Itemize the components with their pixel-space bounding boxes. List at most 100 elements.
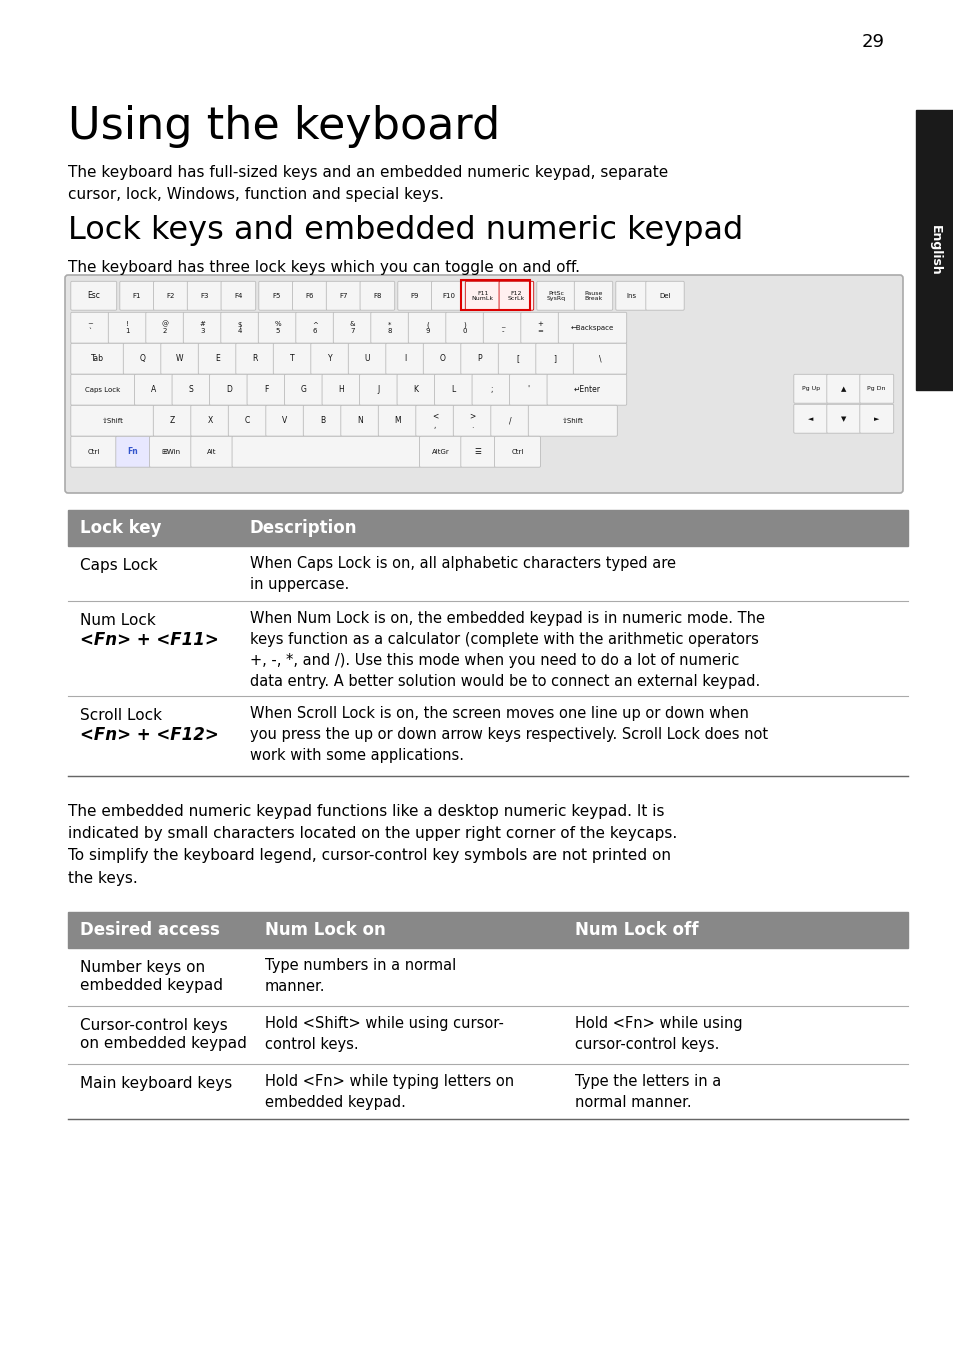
- Text: %
5: % 5: [274, 321, 280, 335]
- FancyBboxPatch shape: [546, 374, 626, 406]
- FancyBboxPatch shape: [472, 374, 510, 406]
- Text: The keyboard has full-sized keys and an embedded numeric keypad, separate
cursor: The keyboard has full-sized keys and an …: [68, 165, 667, 202]
- Text: P: P: [477, 354, 482, 363]
- Text: Pause
Break: Pause Break: [583, 291, 602, 301]
- Text: When Caps Lock is on, all alphabetic characters typed are
in uppercase.: When Caps Lock is on, all alphabetic cha…: [250, 556, 676, 591]
- Text: K: K: [414, 385, 418, 395]
- FancyBboxPatch shape: [494, 436, 540, 467]
- Text: B: B: [319, 417, 325, 425]
- FancyBboxPatch shape: [311, 343, 349, 374]
- Text: Caps Lock: Caps Lock: [80, 557, 157, 572]
- Text: Q: Q: [139, 354, 145, 363]
- Text: Using the keyboard: Using the keyboard: [68, 105, 499, 148]
- Text: [: [: [516, 354, 518, 363]
- Text: When Num Lock is on, the embedded keypad is in numeric mode. The
keys function a: When Num Lock is on, the embedded keypad…: [250, 611, 764, 688]
- Text: Ctrl: Ctrl: [511, 449, 523, 455]
- FancyBboxPatch shape: [497, 343, 537, 374]
- Text: F2: F2: [167, 292, 175, 299]
- Text: Y: Y: [327, 354, 332, 363]
- Text: F4: F4: [233, 292, 242, 299]
- FancyBboxPatch shape: [859, 374, 893, 403]
- Text: on embedded keypad: on embedded keypad: [80, 1035, 247, 1050]
- FancyBboxPatch shape: [520, 313, 558, 343]
- Text: S: S: [189, 385, 193, 395]
- Text: Num Lock: Num Lock: [80, 613, 155, 628]
- Text: Hold <Shift> while using cursor-
control keys.: Hold <Shift> while using cursor- control…: [265, 1016, 503, 1052]
- Text: A: A: [151, 385, 156, 395]
- FancyBboxPatch shape: [187, 281, 222, 310]
- Text: +
=: + =: [537, 321, 542, 335]
- Text: Num Lock on: Num Lock on: [265, 921, 385, 938]
- Text: /: /: [508, 417, 511, 425]
- Text: D: D: [226, 385, 232, 395]
- FancyBboxPatch shape: [826, 374, 860, 403]
- Text: F3: F3: [200, 292, 209, 299]
- FancyBboxPatch shape: [465, 281, 499, 310]
- Text: ↵Enter: ↵Enter: [573, 385, 599, 395]
- Text: When Scroll Lock is on, the screen moves one line up or down when
you press the : When Scroll Lock is on, the screen moves…: [250, 706, 767, 764]
- FancyBboxPatch shape: [558, 313, 626, 343]
- Text: \: \: [598, 354, 600, 363]
- FancyBboxPatch shape: [431, 281, 466, 310]
- FancyBboxPatch shape: [371, 313, 409, 343]
- FancyBboxPatch shape: [71, 374, 135, 406]
- Bar: [68, 510, 907, 546]
- Text: Hold <Fn> while using
cursor-control keys.: Hold <Fn> while using cursor-control key…: [575, 1016, 741, 1052]
- Text: F8: F8: [373, 292, 381, 299]
- FancyBboxPatch shape: [115, 436, 151, 467]
- FancyBboxPatch shape: [247, 374, 285, 406]
- Text: Del: Del: [659, 292, 670, 299]
- Text: L: L: [451, 385, 456, 395]
- Text: !
1: ! 1: [125, 321, 130, 335]
- Text: F9: F9: [411, 292, 419, 299]
- Text: F10: F10: [442, 292, 455, 299]
- Text: Lock key: Lock key: [80, 519, 161, 537]
- FancyBboxPatch shape: [408, 313, 446, 343]
- FancyBboxPatch shape: [859, 404, 893, 433]
- FancyBboxPatch shape: [258, 281, 294, 310]
- FancyBboxPatch shape: [71, 281, 116, 310]
- FancyBboxPatch shape: [419, 436, 461, 467]
- Text: F11
NumLk: F11 NumLk: [471, 291, 493, 301]
- Text: Pg Dn: Pg Dn: [866, 387, 885, 391]
- FancyBboxPatch shape: [273, 343, 312, 374]
- FancyBboxPatch shape: [235, 343, 274, 374]
- FancyBboxPatch shape: [198, 343, 236, 374]
- Text: Ins: Ins: [625, 292, 636, 299]
- Text: &
7: & 7: [350, 321, 355, 335]
- FancyBboxPatch shape: [326, 281, 360, 310]
- FancyBboxPatch shape: [71, 313, 109, 343]
- Text: Type numbers in a normal
manner.: Type numbers in a normal manner.: [265, 958, 456, 994]
- Text: *
8: * 8: [387, 321, 392, 335]
- FancyBboxPatch shape: [574, 281, 612, 310]
- FancyBboxPatch shape: [65, 275, 902, 493]
- FancyBboxPatch shape: [528, 406, 617, 436]
- Text: G: G: [300, 385, 306, 395]
- FancyBboxPatch shape: [615, 281, 646, 310]
- Text: V: V: [282, 417, 287, 425]
- Text: Alt: Alt: [207, 449, 216, 455]
- Text: Fn: Fn: [128, 447, 138, 456]
- FancyBboxPatch shape: [573, 343, 626, 374]
- FancyBboxPatch shape: [322, 374, 360, 406]
- Text: Desired access: Desired access: [80, 921, 219, 938]
- Text: Description: Description: [250, 519, 357, 537]
- FancyBboxPatch shape: [460, 343, 498, 374]
- FancyBboxPatch shape: [416, 406, 454, 436]
- Text: N: N: [356, 417, 362, 425]
- FancyBboxPatch shape: [359, 374, 397, 406]
- FancyBboxPatch shape: [150, 436, 192, 467]
- Text: Number keys on: Number keys on: [80, 960, 205, 975]
- Text: Z: Z: [170, 417, 175, 425]
- FancyBboxPatch shape: [134, 374, 172, 406]
- Text: F12
ScrLk: F12 ScrLk: [507, 291, 524, 301]
- FancyBboxPatch shape: [826, 404, 860, 433]
- Text: <Fn> + <F11>: <Fn> + <F11>: [80, 631, 218, 649]
- Bar: [915, 111, 953, 391]
- Text: $
4: $ 4: [237, 321, 242, 335]
- Text: Caps Lock: Caps Lock: [86, 387, 121, 393]
- Text: Lock keys and embedded numeric keypad: Lock keys and embedded numeric keypad: [68, 214, 742, 246]
- FancyBboxPatch shape: [537, 281, 575, 310]
- FancyBboxPatch shape: [146, 313, 184, 343]
- Text: F6: F6: [305, 292, 314, 299]
